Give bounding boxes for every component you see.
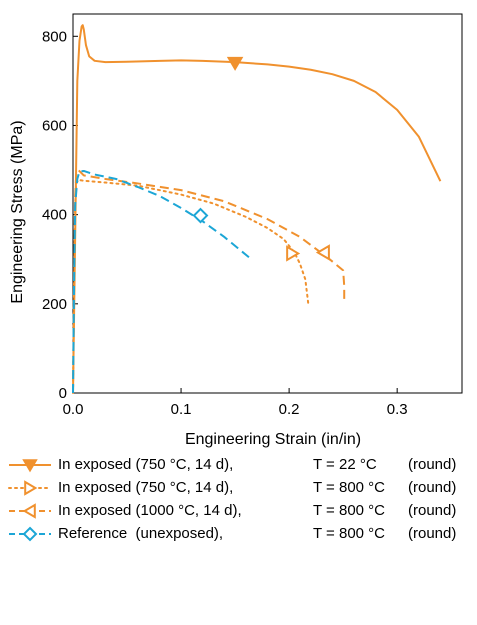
legend-label-series-2: In exposed (750 °C, 14 d),	[58, 479, 234, 496]
series-4	[72, 169, 252, 394]
series-2-marker	[286, 245, 301, 262]
x-tick-label-3: 0.3	[387, 401, 408, 418]
series-1	[72, 24, 442, 394]
stress-strain-chart: 0.0 0.1 0.2 0.3 0 200 400 600 800 Engineering St…	[9, 13, 463, 448]
x-tick-label-2: 0.2	[279, 401, 300, 418]
legend-temp-series-3: T = 800 °C	[313, 502, 386, 519]
legend-marker-series-3	[22, 503, 36, 519]
x-tick-label-1: 0.1	[171, 401, 192, 418]
legend-marker-series-2	[24, 480, 38, 496]
y-tick-label-3: 600	[42, 117, 67, 134]
legend-shape-series-2: (round)	[408, 479, 457, 496]
x-axis-label: Engineering Strain (in/in)	[185, 431, 361, 448]
legend-shape-series-4: (round)	[408, 525, 457, 542]
series-4-line	[72, 169, 252, 394]
series-1-line	[72, 24, 442, 394]
legend-row-series-4: Reference (unexposed), T = 800 °C (round…	[4, 523, 476, 546]
y-tick-label-4: 800	[42, 28, 67, 45]
legend-swatch-series-4	[9, 526, 51, 542]
legend-shape-series-1: (round)	[408, 456, 457, 473]
legend-swatch-series-2	[8, 480, 52, 496]
legend-shape-series-3: (round)	[408, 502, 457, 519]
legend-label-series-1: In exposed (750 °C, 14 d),	[58, 456, 234, 473]
legend-label-series-3: In exposed (1000 °C, 14 d),	[58, 502, 242, 519]
series-2	[72, 178, 310, 394]
y-axis-label: Engineering Stress (MPa)	[9, 120, 26, 303]
series-3	[72, 169, 346, 394]
legend: In exposed (750 °C, 14 d), T = 22 °C (ro…	[4, 454, 476, 546]
legend-temp-series-4: T = 800 °C	[313, 525, 386, 542]
series-2-line	[72, 178, 310, 394]
y-tick-label-2: 400	[42, 207, 67, 224]
series-3-marker	[315, 244, 330, 261]
plot-frame	[72, 13, 463, 394]
series-3-line	[72, 169, 346, 394]
y-tick-label-0: 0	[59, 385, 67, 402]
series-4-marker	[192, 207, 209, 224]
legend-marker-series-4	[22, 526, 38, 542]
legend-row-series-2: In exposed (750 °C, 14 d), T = 800 °C (r…	[4, 477, 476, 500]
legend-row-series-1: In exposed (750 °C, 14 d), T = 22 °C (ro…	[4, 454, 476, 477]
legend-swatch-series-3	[9, 503, 51, 519]
x-tick-label-0: 0.0	[63, 401, 84, 418]
series-1-marker	[226, 56, 244, 71]
legend-label-series-4: Reference (unexposed),	[58, 525, 224, 542]
legend-marker-series-1	[22, 459, 38, 473]
legend-row-series-3: In exposed (1000 °C, 14 d), T = 800 °C (…	[4, 500, 476, 523]
y-tick-label-1: 200	[42, 296, 67, 313]
legend-temp-series-1: T = 22 °C	[313, 456, 377, 473]
legend-temp-series-2: T = 800 °C	[313, 479, 386, 496]
legend-swatch-series-1	[9, 459, 51, 473]
